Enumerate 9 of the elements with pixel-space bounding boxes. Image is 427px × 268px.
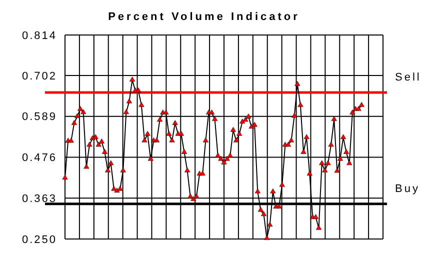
y-tick-label: 0.589	[22, 111, 57, 124]
y-tick-label: 0.702	[22, 70, 57, 82]
chart-title: Percent Volume Indicator	[108, 11, 300, 23]
ref-line-label: Sell	[395, 72, 422, 84]
y-tick-label: 0.363	[22, 192, 57, 205]
y-tick-label: 0.250	[22, 234, 57, 246]
ref-line-label: Buy	[395, 182, 420, 195]
y-tick-label: 0.814	[22, 30, 57, 42]
y-tick-label: 0.476	[22, 152, 57, 164]
